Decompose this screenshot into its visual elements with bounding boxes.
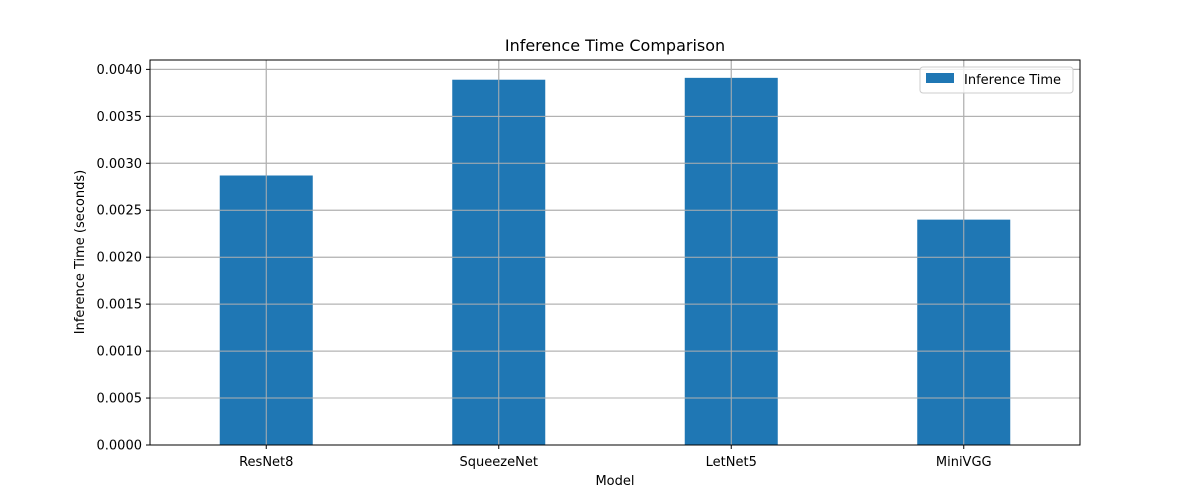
y-tick-label: 0.0030 (97, 157, 143, 172)
tick-layer: 0.0000 0.0005 0.0010 0.0015 0.0020 0.0025 0.00… (97, 63, 992, 470)
bar-layer (219, 77, 1011, 445)
y-tick-label: 0.0035 (97, 110, 143, 125)
x-tick-label: MiniVGG (936, 455, 992, 470)
y-tick-label: 0.0000 (97, 439, 143, 454)
plot-frame (149, 59, 1081, 446)
y-tick-label: 0.0005 (97, 392, 143, 407)
x-tick-label: SqueezeNet (460, 455, 538, 470)
y-tick-label: 0.0010 (97, 345, 143, 360)
x-tick-label: LetNet5 (706, 455, 757, 470)
y-tick-label: 0.0020 (97, 251, 143, 266)
legend-swatch (926, 73, 954, 83)
x-axis-label: Model (595, 474, 634, 489)
y-tick-label: 0.0040 (97, 63, 143, 78)
grid-overlay (150, 60, 1080, 446)
legend-box (919, 66, 1074, 94)
legend: Inference Time (919, 66, 1074, 94)
x-tick-label: ResNet8 (239, 455, 293, 470)
y-tick-label: 0.0015 (97, 298, 143, 313)
chart-title: Inference Time Comparison (505, 36, 725, 55)
y-tick-label: 0.0025 (97, 204, 143, 219)
legend-label: Inference Time (964, 73, 1061, 88)
plot-area-border (149, 59, 1081, 446)
y-axis-label: Inference Time (seconds) (73, 170, 88, 334)
